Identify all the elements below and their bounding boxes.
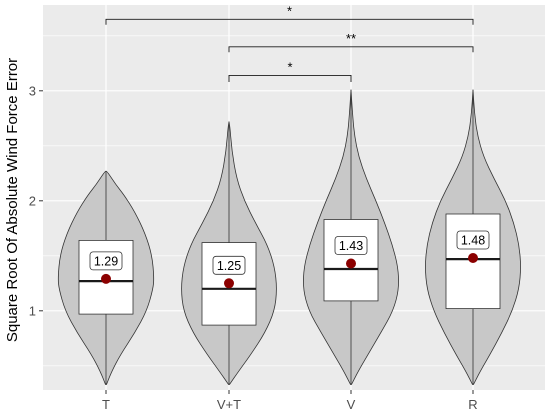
mean-label-box-R	[456, 230, 490, 250]
mean-label-box-V+T	[212, 255, 246, 275]
x-tick-label: V	[347, 397, 356, 412]
mean-point-V	[346, 258, 356, 269]
x-tick-label: T	[102, 397, 110, 412]
significance-label: *	[287, 3, 292, 18]
y-tick-label: 1	[29, 303, 36, 318]
significance-label: *	[287, 59, 292, 74]
x-tick-label: R	[468, 397, 477, 412]
axes: 1 2 3 T V+T V R	[29, 83, 478, 412]
mean-label-V+T: 1.25	[217, 259, 241, 273]
mean-label-box-T	[89, 251, 123, 271]
y-axis-label: Square Root Of Absolute Wind Force Error	[4, 58, 21, 342]
significance-brackets: ****	[105, 3, 474, 82]
mean-point-R	[468, 253, 478, 263]
x-tick-label: V+T	[217, 397, 241, 412]
mean-label-box-V	[334, 236, 368, 255]
significance-bracket	[228, 46, 474, 53]
box-plots: 1.29 1.25 1.43 1.48	[78, 89, 501, 385]
mean-label-T: 1.29	[94, 254, 118, 268]
significance-bracket	[105, 18, 474, 25]
mean-label-R: 1.48	[461, 234, 485, 248]
mean-point-T	[101, 273, 111, 284]
y-tick-label: 2	[29, 193, 36, 208]
mean-point-V+T	[224, 278, 234, 289]
y-tick-label: 3	[29, 83, 36, 98]
mean-label-V: 1.43	[339, 239, 363, 253]
significance-label: **	[346, 31, 356, 46]
significance-bracket	[228, 74, 352, 82]
